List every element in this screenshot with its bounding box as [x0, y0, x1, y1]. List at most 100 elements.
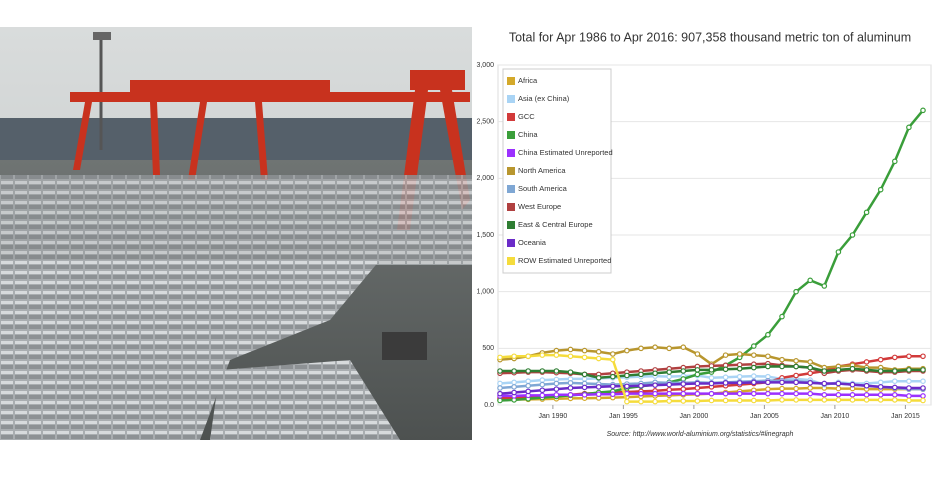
y-tick-label: 0.0: [484, 402, 494, 409]
point: [906, 378, 912, 385]
point: [807, 385, 814, 391]
point: [877, 384, 884, 390]
point: [609, 351, 616, 357]
point: [807, 370, 814, 377]
point: [666, 381, 673, 388]
point: [708, 380, 715, 387]
point: [539, 387, 546, 394]
point: [638, 390, 644, 397]
point: [793, 390, 799, 397]
point: [877, 379, 884, 386]
point: [567, 346, 574, 353]
point: [567, 353, 574, 360]
point: [708, 367, 715, 373]
point: [652, 398, 658, 405]
photo-ingots-right: [210, 360, 400, 440]
point: [906, 353, 912, 360]
point: [680, 381, 687, 387]
point: [539, 377, 546, 383]
point: [863, 209, 870, 216]
point: [765, 386, 771, 392]
point: [807, 364, 814, 371]
point: [765, 363, 771, 370]
point: [722, 374, 729, 381]
legend-label: West Europe: [518, 202, 561, 211]
point: [624, 383, 630, 390]
point: [581, 371, 588, 378]
point: [722, 352, 729, 358]
point: [750, 343, 757, 349]
point: [581, 347, 588, 354]
point: [539, 392, 546, 399]
series: [497, 379, 926, 397]
point: [581, 354, 588, 361]
point: [722, 397, 729, 404]
point: [877, 356, 884, 363]
point: [497, 390, 503, 397]
point: [849, 232, 856, 238]
point: [891, 391, 898, 398]
legend-swatch: [507, 95, 515, 103]
point: [553, 352, 560, 358]
legend-box: [502, 68, 612, 274]
y-tick-label: 1,000: [476, 289, 494, 296]
point: [624, 347, 630, 354]
series: [497, 352, 926, 405]
point: [821, 283, 828, 289]
point: [553, 380, 560, 387]
point: [807, 390, 814, 397]
point: [708, 390, 715, 397]
point: [511, 389, 517, 396]
point: [849, 365, 856, 372]
point: [694, 380, 701, 387]
x-tick-label: Jan 2005: [750, 413, 779, 420]
point: [765, 390, 771, 397]
point: [906, 393, 912, 399]
point: [779, 356, 785, 363]
point: [652, 370, 658, 377]
point: [567, 385, 574, 391]
point: [525, 382, 532, 389]
point: [511, 353, 517, 360]
photo: [0, 27, 472, 440]
point: [835, 380, 842, 387]
point: [750, 373, 757, 379]
point: [638, 371, 644, 378]
point: [807, 397, 814, 403]
point: [680, 368, 687, 374]
x-tick-label: Jan 2010: [820, 413, 849, 420]
point: [609, 373, 616, 380]
point: [595, 384, 602, 390]
point: [793, 397, 799, 403]
point: [750, 397, 757, 404]
point: [497, 354, 503, 361]
point: [765, 397, 771, 404]
point: [638, 382, 644, 389]
point: [793, 288, 799, 295]
point: [553, 391, 560, 398]
point: [694, 390, 701, 397]
point: [609, 383, 616, 390]
point: [877, 368, 884, 374]
point: [906, 367, 912, 373]
series: [497, 390, 926, 399]
point: [666, 398, 673, 404]
point: [863, 367, 870, 373]
point: [736, 351, 743, 357]
photo-lamp: [93, 32, 111, 40]
point: [567, 369, 574, 375]
point: [666, 390, 673, 397]
legend-swatch: [507, 203, 515, 211]
point: [765, 331, 771, 338]
point: [793, 357, 799, 364]
legend-label: China Estimated Unreported: [518, 148, 613, 157]
point: [638, 398, 644, 405]
point: [595, 355, 602, 362]
point: [736, 373, 743, 380]
point: [920, 367, 926, 373]
point: [779, 379, 785, 386]
point: [680, 398, 687, 404]
point: [525, 388, 532, 395]
point: [567, 380, 574, 386]
